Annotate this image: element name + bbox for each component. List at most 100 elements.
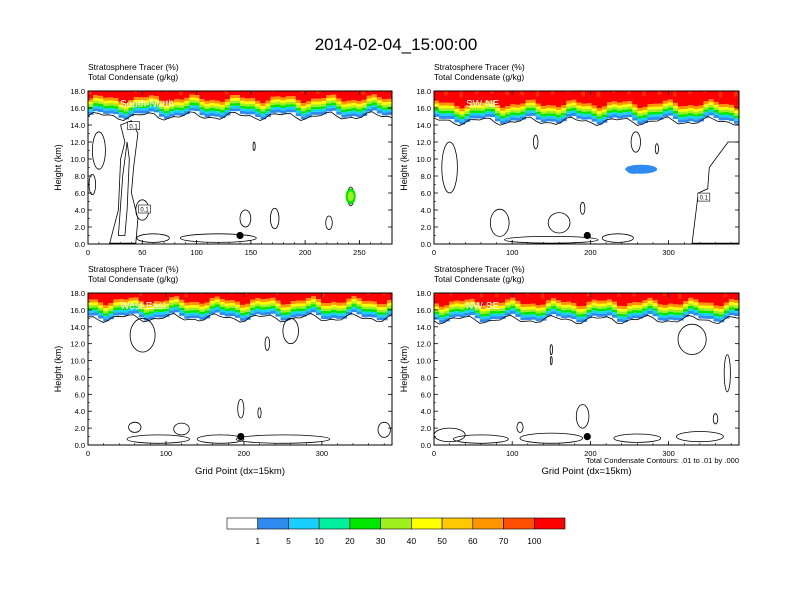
tracer-cell bbox=[250, 101, 256, 104]
tracer-cell bbox=[545, 108, 552, 111]
tracer-cell bbox=[647, 112, 654, 115]
tracer-cell bbox=[336, 310, 342, 314]
tracer-cell bbox=[169, 305, 175, 308]
tracer-cell bbox=[371, 311, 378, 315]
tracer-cell bbox=[316, 302, 322, 305]
tracer-cell bbox=[495, 308, 501, 312]
tracer-cell bbox=[464, 116, 471, 119]
tracer-cell bbox=[627, 114, 633, 118]
tracer-cell bbox=[260, 312, 266, 316]
tracer-cell bbox=[164, 293, 170, 301]
tracer-cell bbox=[647, 293, 654, 298]
tracer-cell bbox=[164, 306, 170, 309]
tracer-cell bbox=[652, 114, 659, 117]
tracer-cell bbox=[530, 91, 537, 100]
tracer-cell bbox=[128, 308, 135, 311]
tracer-cell bbox=[647, 308, 654, 311]
tracer-cell bbox=[285, 314, 292, 318]
tracer-cell bbox=[586, 293, 593, 302]
tracer-cell bbox=[693, 307, 699, 310]
tracer-cell bbox=[209, 298, 216, 302]
tracer-cell bbox=[550, 308, 557, 312]
tracer-cell bbox=[295, 293, 302, 301]
tracer-cell bbox=[703, 109, 710, 112]
tracer-cell bbox=[434, 106, 440, 109]
tracer-cell bbox=[290, 91, 297, 97]
tracer-cell bbox=[566, 301, 572, 305]
condensate-contour bbox=[549, 355, 553, 366]
tracer-cell bbox=[510, 303, 516, 306]
tracer-cell bbox=[713, 310, 720, 314]
tracer-cell bbox=[148, 91, 155, 96]
tracer-cell bbox=[449, 304, 455, 308]
tracer-cell bbox=[371, 102, 378, 105]
tracer-cell bbox=[305, 111, 312, 115]
tracer-cell bbox=[199, 303, 206, 307]
tracer-cell bbox=[484, 318, 491, 322]
tracer-cell bbox=[179, 102, 185, 106]
y-tick-label: 10.0 bbox=[416, 357, 431, 366]
tracer-cell bbox=[510, 117, 516, 121]
tracer-cell bbox=[525, 303, 532, 307]
tracer-cell bbox=[550, 311, 557, 315]
tracer-cell bbox=[184, 308, 190, 311]
tracer-cell bbox=[667, 102, 674, 105]
tracer-cell bbox=[386, 111, 392, 115]
tracer-cell bbox=[98, 106, 104, 110]
tracer-cell bbox=[174, 112, 180, 116]
tracer-cell bbox=[305, 308, 312, 312]
tracer-cell bbox=[444, 308, 450, 311]
tracer-cell bbox=[113, 108, 119, 112]
tracer-cell bbox=[316, 101, 322, 105]
panel-subtitle-condensate: Total Condensate (g/kg) bbox=[434, 72, 524, 82]
tracer-cell bbox=[708, 99, 715, 103]
tracer-cell bbox=[169, 300, 175, 303]
tracer-cell bbox=[642, 310, 649, 314]
tracer-cell bbox=[275, 300, 282, 304]
tracer-cell bbox=[601, 106, 608, 110]
tracer-cell bbox=[617, 293, 623, 306]
tracer-cell bbox=[576, 110, 583, 114]
tracer-cell bbox=[108, 308, 114, 312]
tracer-cell bbox=[479, 113, 486, 116]
tracer-cell bbox=[240, 103, 246, 106]
tracer-cell bbox=[214, 108, 221, 112]
tracer-cell bbox=[285, 304, 292, 308]
tracer-cell bbox=[184, 91, 190, 98]
tracer-cell bbox=[698, 315, 705, 319]
tracer-cell bbox=[449, 108, 455, 111]
tracer-cell bbox=[331, 91, 337, 95]
tracer-cell bbox=[260, 293, 266, 300]
tracer-cell bbox=[103, 308, 109, 311]
tracer-cell bbox=[224, 308, 231, 311]
tracer-cell bbox=[632, 104, 638, 108]
tracer-cell bbox=[285, 109, 292, 113]
y-tick-label: 14.0 bbox=[70, 121, 85, 130]
tracer-cell bbox=[123, 113, 130, 117]
condensate-contour bbox=[547, 212, 571, 234]
tracer-cell bbox=[434, 91, 440, 101]
tracer-cell bbox=[647, 114, 654, 118]
tracer-cell bbox=[250, 305, 256, 308]
tracer-cell bbox=[326, 303, 332, 306]
tracer-intrusion bbox=[627, 167, 640, 174]
tracer-cell bbox=[143, 102, 150, 106]
tracer-cell bbox=[444, 115, 450, 119]
tracer-cell bbox=[376, 309, 383, 313]
tracer-cell bbox=[158, 314, 165, 318]
tracer-cell bbox=[713, 115, 720, 119]
tracer-cell bbox=[474, 91, 481, 103]
tracer-cell bbox=[728, 115, 735, 119]
tracer-cell bbox=[667, 107, 674, 111]
tracer-cell bbox=[708, 313, 715, 316]
tracer-streak bbox=[657, 91, 662, 96]
tracer-cell bbox=[683, 304, 689, 307]
tracer-cell bbox=[713, 112, 720, 116]
tracer-cell bbox=[540, 116, 547, 120]
tracer-cell bbox=[434, 306, 440, 310]
tracer-cell bbox=[581, 103, 588, 107]
tropopause-contour bbox=[434, 116, 739, 127]
tracer-cell bbox=[627, 106, 633, 110]
tracer-cell bbox=[693, 299, 699, 303]
y-axis-label: Height (km) bbox=[399, 144, 409, 191]
